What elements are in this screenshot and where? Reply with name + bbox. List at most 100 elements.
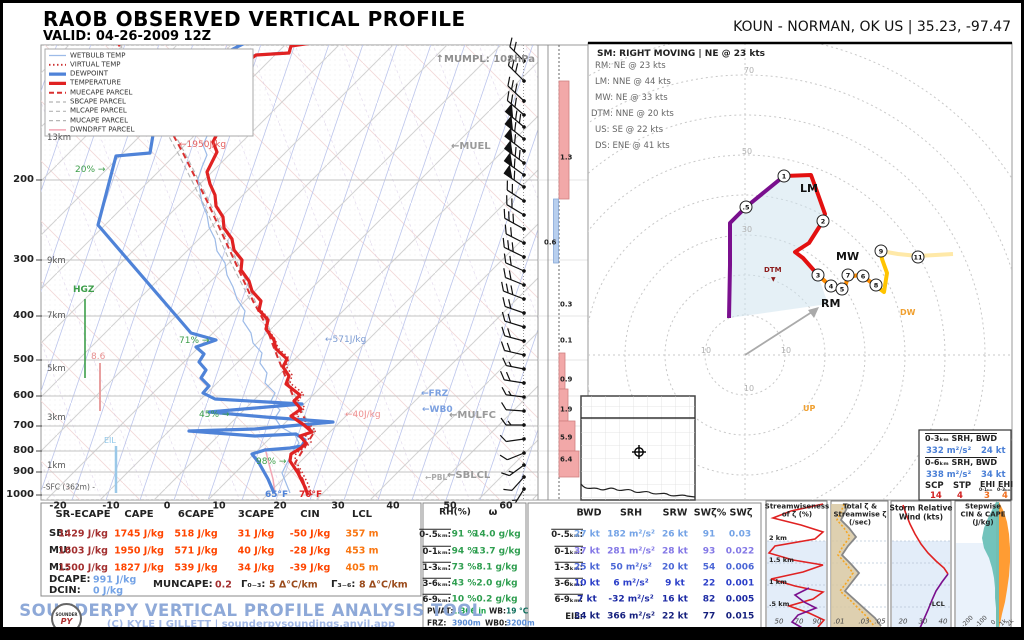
omega-up-bars — [558, 80, 580, 478]
kin-cell: 27 kt — [574, 529, 600, 540]
hodo-marker: 8 — [869, 278, 883, 292]
thermo-row-label: ML: — [49, 562, 70, 573]
kin-cell: 10 kt — [574, 578, 600, 589]
rh-value: 10 % — [451, 594, 477, 605]
station-crosshair-icon — [632, 445, 646, 459]
omega-value: 6.4 — [560, 455, 573, 464]
ring-label: 10 — [700, 346, 712, 355]
muncape-value: 0.2 — [215, 579, 232, 591]
temp-tick: 50 — [443, 500, 457, 512]
wb0-annotation: ←WB0 — [422, 405, 453, 415]
mumpl-annotation: ↑MUMPL: 108hPa — [435, 54, 535, 65]
kin-cell: 22 — [702, 578, 716, 589]
thermo-cell: 1429 J/kg — [58, 528, 108, 540]
thermo-cell: 518 J/kg — [174, 528, 218, 540]
kin-row-label: 0-.5ₖₘ: — [551, 529, 583, 540]
frz-value: 3900m — [452, 618, 481, 628]
omega-value: 0.3 — [560, 300, 573, 309]
scp-value: 14 — [930, 491, 942, 501]
p3-red-curve — [902, 504, 949, 575]
page-title: RAOB OBSERVED VERTICAL PROFILE — [43, 7, 466, 31]
legend-item: MUCAPE PARCEL — [70, 116, 128, 125]
bottom-black-bar — [3, 627, 1021, 637]
plot-graphics — [36, 37, 1013, 631]
pressure-tick: 800 — [13, 445, 34, 456]
mini-panels — [765, 500, 1012, 631]
legend-item: DWNDRFT PARCEL — [70, 125, 135, 134]
dcape-value: 991 J/kg — [93, 574, 137, 586]
moisture-row-label: 0-1ₖₘ: — [422, 546, 451, 557]
hodo-marker: 1 — [777, 169, 791, 183]
bwd-0-3-value: 24 kt — [981, 446, 1006, 456]
hodo-marker: .5 — [739, 200, 753, 214]
kin-cell: 77 — [702, 611, 716, 622]
storm-motion-line: LM: NNE @ 44 kts — [595, 77, 671, 87]
srh-summary-box — [918, 429, 1012, 501]
moisture-row-label: 3-6ₖₘ: — [422, 578, 451, 589]
thermo-cell: 40 J/kg — [237, 545, 275, 557]
hodo-marker: 11 — [911, 250, 925, 264]
omega-value: 0.6 — [544, 238, 557, 247]
srh-box-row1-label: 0-3ₖₘ SRH, BWD — [925, 434, 998, 443]
temp-tick: 0 — [163, 500, 171, 512]
p1-title: Streamwiseness — [764, 502, 830, 511]
p1-purple-curve — [790, 587, 818, 630]
frz-annotation: ←FRZ — [421, 389, 449, 399]
kin-row-label: 3-6ₖₘ: — [554, 578, 583, 589]
kin-cell: 0.001 — [725, 578, 755, 589]
frz-label: FRZ: — [427, 618, 447, 628]
pressure-tick: 600 — [13, 390, 34, 401]
omega-header: ω — [488, 507, 498, 518]
kin-cell: 0.015 — [725, 611, 755, 622]
legend-item: VIRTUAL TEMP — [70, 60, 121, 69]
legend-swatches — [44, 48, 254, 137]
legend-item: WETBULB TEMP — [70, 51, 126, 59]
thermo-cell: 571 J/kg — [174, 545, 218, 557]
temp-tick: 40 — [386, 500, 400, 512]
kin-cell: 9 kt — [665, 578, 685, 589]
p1-ylabel: 1.5 km — [769, 555, 794, 564]
thermo-cell: -28 J/kg — [289, 545, 331, 557]
p1-title: of ζ (%) — [781, 510, 813, 519]
storm-motion-line: DTM: NNE @ 20 kts — [591, 109, 674, 119]
p4-title: Stepwise — [965, 502, 1001, 511]
p2-title: Streamwise ζ — [833, 510, 887, 519]
mixr-value: 14.0 g/kg — [473, 529, 521, 540]
sblcl-annotation: ←SBLCL — [447, 470, 491, 481]
ring-label: 10 — [780, 346, 792, 355]
pressure-ticks-marks — [36, 179, 42, 496]
kin-header: BWD — [576, 507, 602, 519]
p3-title: Storm Relative — [889, 503, 953, 513]
logo-text-top: SOUNDER — [55, 611, 78, 617]
wb-value: 19 °C — [506, 606, 529, 616]
scp-header: SCP — [925, 481, 944, 491]
kin-cell: 93 — [702, 546, 716, 557]
ehi1-value: 3 — [984, 491, 990, 501]
temp-tick: 20 — [273, 500, 287, 512]
kin-header: SRH — [619, 507, 643, 519]
kin-cell: -32 m²/s² — [608, 594, 654, 605]
rh-value: 94 % — [451, 546, 477, 557]
thermo-cell: 31 J/kg — [237, 528, 275, 540]
lapse-3-6-value: 8 Δ°C/km — [359, 579, 408, 591]
thermo-header: 6CAPE — [177, 509, 215, 520]
thermo-header: 3CAPE — [237, 509, 275, 520]
ring-label: 50 — [741, 147, 753, 156]
p1-ylabel: 2 km — [769, 533, 787, 542]
storm-motion-line: US: SE @ 22 kts — [595, 125, 664, 135]
omega-value: 1.9 — [560, 405, 573, 414]
thermo-cell: 1745 J/kg — [114, 528, 164, 540]
table-boxes — [40, 502, 762, 631]
srh-fill — [729, 175, 828, 318]
rh-annotation: 71% → — [179, 336, 210, 346]
mulfc-annotation: ←MULFC — [449, 410, 496, 421]
ehi3-header: EHI — [998, 480, 1014, 489]
kin-cell: 6 m²/s² — [613, 578, 649, 589]
hodo-seg-9km-plus — [880, 249, 954, 258]
p1-tick: 90 — [812, 617, 822, 626]
kin-cell: 28 kt — [662, 546, 688, 557]
temp-tick: 30 — [331, 500, 345, 512]
cape6-annotation: ←571J/kg — [325, 335, 367, 345]
dw-label: DW — [900, 308, 916, 317]
